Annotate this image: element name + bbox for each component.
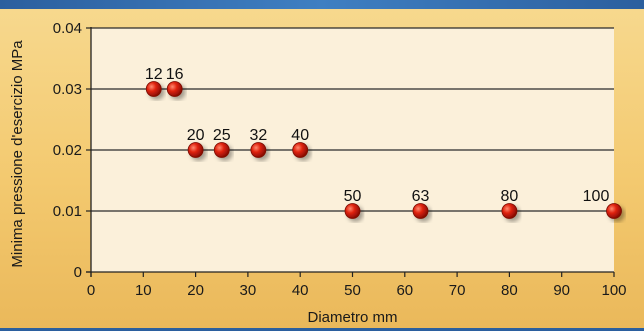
data-point (606, 203, 622, 219)
top-bar (0, 0, 644, 9)
data-points (145, 81, 622, 219)
data-point (250, 142, 267, 158)
data-label: 25 (213, 127, 231, 144)
y-tick-label: 0.01 (53, 203, 82, 220)
data-label: 20 (187, 127, 205, 144)
data-label: 50 (344, 188, 362, 205)
x-tick-label: 10 (135, 282, 152, 299)
y-tick-labels: 0 0.01 0.02 0.03 0.04 (53, 20, 91, 281)
y-tick-label: 0.03 (53, 81, 82, 98)
y-axis-title: Minima pressione d'esercizio MPa (9, 40, 26, 268)
data-point (166, 81, 183, 97)
data-point (213, 142, 230, 158)
data-label: 100 (583, 188, 610, 205)
data-label: 80 (501, 188, 519, 205)
data-point (145, 81, 162, 97)
data-label: 32 (249, 127, 267, 144)
x-tick-label: 40 (292, 282, 309, 299)
data-label: 40 (291, 127, 309, 144)
x-tick-label: 60 (396, 282, 413, 299)
x-tick-label: 80 (501, 282, 518, 299)
x-tick-label: 70 (449, 282, 466, 299)
data-point (187, 142, 204, 158)
x-tick-label: 100 (601, 282, 626, 299)
data-label: 63 (412, 188, 430, 205)
x-tick-label: 30 (240, 282, 257, 299)
x-tick-label: 50 (344, 282, 361, 299)
data-point (292, 142, 309, 158)
x-tick-labels: 0 10 20 30 40 50 60 70 80 90 100 (87, 272, 627, 299)
y-tick-label: 0.02 (53, 142, 82, 159)
data-label: 16 (166, 66, 184, 83)
x-tick-label: 0 (87, 282, 95, 299)
y-tick-label: 0 (74, 264, 82, 281)
data-point (344, 203, 361, 219)
data-labels: 12 16 20 25 32 40 50 63 80 100 (145, 66, 610, 205)
axes (86, 27, 614, 277)
x-tick-label: 20 (187, 282, 204, 299)
x-tick-label: 90 (553, 282, 570, 299)
data-label: 12 (145, 66, 163, 83)
y-tick-label: 0.04 (53, 20, 82, 37)
x-axis-title: Diametro mm (307, 309, 397, 326)
data-point (501, 203, 518, 219)
bottom-bar (0, 328, 644, 331)
data-point (412, 203, 429, 219)
